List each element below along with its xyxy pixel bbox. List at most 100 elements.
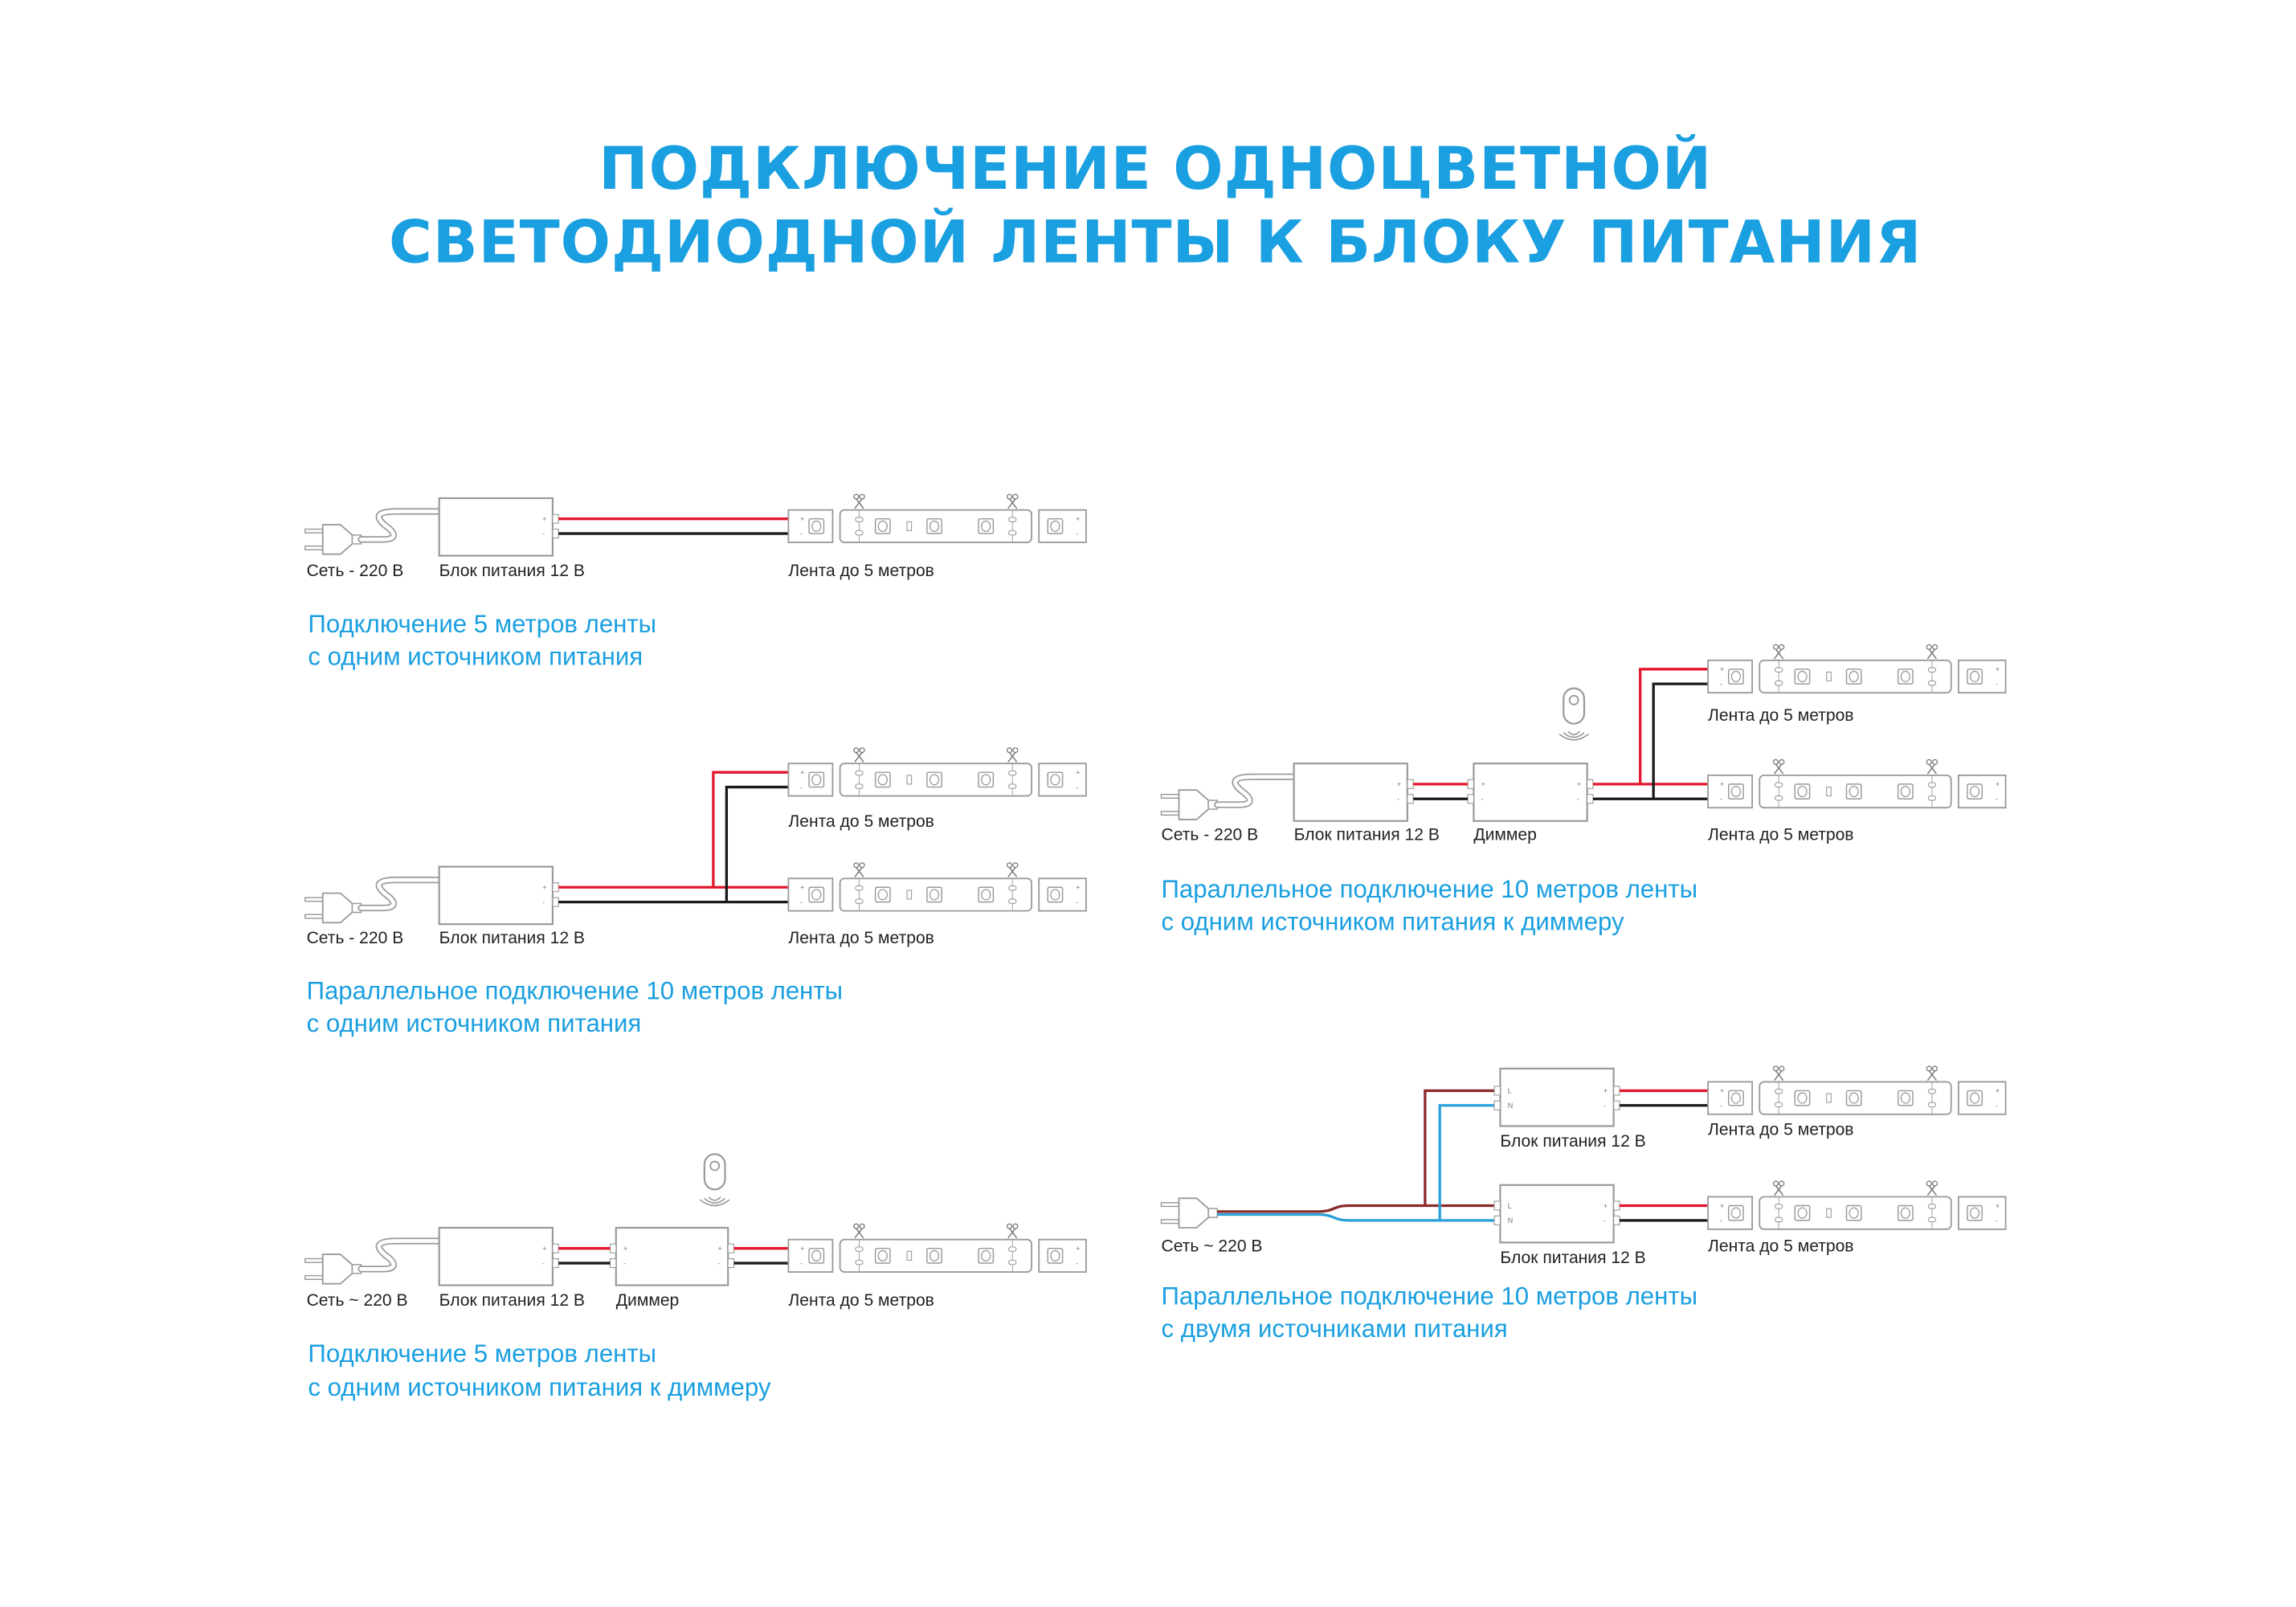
led-lens [1730,785,1742,798]
terminal-label: + [1076,1245,1080,1253]
terminal-label: - [542,530,545,538]
diagram-3: Сеть ~ 220 В Блок питания 12 В Диммер Ле… [307,1291,934,1401]
terminal [552,528,559,539]
terminal-label: + [1996,665,2000,673]
terminal [1613,1215,1620,1225]
terminal-label: + [800,884,804,892]
terminal [552,882,559,893]
diagram-4: Сеть - 220 В Блок питания 12 В Диммер Ле… [1162,706,1854,935]
plug-body [1178,1197,1210,1229]
caption-line-2: с двумя источниками питания [1162,1315,1508,1343]
diagram-2: Сеть - 220 В Блок питания 12 В Лента до … [307,812,934,1037]
scissors-ring [1772,759,1779,765]
plug-pin [1160,811,1180,816]
solder-pad [855,1259,864,1266]
scissors-ring [1779,1180,1785,1187]
terminal [552,1257,559,1269]
power-supply-unit: +- [438,497,559,557]
scissors-blade [1926,1185,1937,1196]
terminal [552,513,559,524]
scissors-blade [1926,1070,1937,1082]
scissors-ring [859,1223,865,1229]
page-title-line-2: СВЕТОДИОДНОЙ ЛЕНТЫ К БЛОКУ ПИТАНИЯ [389,208,1922,277]
led-lens [1050,1249,1060,1261]
led-lens [929,889,940,901]
terminal-label: - [1720,795,1722,804]
terminal [1493,1100,1501,1110]
resistor [906,775,913,785]
scissors-ring [1012,1223,1019,1229]
scissors-ring [1772,644,1779,650]
terminal-label: - [1996,1216,1998,1225]
terminal [609,1243,617,1253]
plug-pin [304,1257,324,1263]
label-mains: Сеть ~ 220 В [307,1291,408,1310]
led-lens [929,774,940,786]
caption-line-1: Подключение 5 метров ленты [308,610,656,638]
terminal-label: + [542,515,546,523]
dimmer: + - + - [609,1226,735,1286]
power-cable-inner [359,1239,442,1271]
plug-pin [304,914,324,919]
terminal-label: + [1720,1087,1724,1095]
scissors-ring [1006,862,1013,869]
psu-body [1499,1184,1615,1244]
scissors-blade [1007,498,1018,509]
terminal [1467,779,1474,789]
caption-line-2: с одним источником питания [307,1009,642,1037]
led-lens [811,889,822,901]
plug-pin [1160,793,1180,799]
power-supply-unit: +- [438,1226,559,1286]
scissors-ring [1926,1065,1932,1072]
power-supply-unit: +- [438,865,559,926]
scissors-ring [859,862,865,869]
psu-body [1499,1067,1615,1127]
led-strip: + - + - [1707,1180,2007,1230]
scissors-blade [1774,763,1784,775]
plug-icon [304,876,443,924]
scissors-ring [1779,759,1785,765]
terminal-label: - [1481,795,1484,804]
caption-line-1: Подключение 5 метров ленты [308,1339,656,1368]
solder-pad [1927,782,1937,788]
solder-pad [855,1246,864,1252]
terminal-label: + [1076,884,1080,892]
caption-line-2: с одним источником питания к диммеру [308,1373,770,1401]
terminal-label: + [717,1245,721,1253]
terminal-label: + [1577,780,1581,788]
terminal-label: - [1076,783,1078,791]
led-lens [1969,670,1980,683]
solder-pad [1008,1246,1017,1252]
led-lens [981,774,991,786]
led-lens [1849,1092,1859,1104]
solder-pad [855,530,864,536]
solder-pad [1927,795,1937,801]
scissors-blade [1774,648,1784,660]
terminal-label: - [1604,1102,1606,1110]
terminal [552,897,559,907]
label-mains: Сеть - 220 В [307,562,404,580]
psu-body [1293,763,1408,822]
diagram-shapes: +-+-+-+-+-+-+-+-+-+-+-+-+-+-+-+-+-+-+-+-… [304,493,2007,1286]
scissors-ring [859,493,865,500]
caption-line-2: с одним источником питания к диммеру [1162,907,1624,935]
resistor [906,1250,913,1261]
solder-pad [1774,795,1783,801]
terminal-label: L [1508,1202,1512,1210]
dimmer-body [615,1226,729,1286]
remote-body [703,1153,726,1191]
label-dimmer: Диммер [1473,826,1536,844]
terminal-label: - [1397,795,1399,804]
led-lens [929,520,940,532]
solder-pad [1008,1259,1017,1266]
led-lens [1797,785,1808,798]
led-lens [811,520,822,532]
terminal [1493,1200,1501,1211]
terminal [552,1243,559,1253]
solder-pad [1008,770,1017,776]
label-psu: Блок питания 12 В [439,1291,585,1310]
solder-pad [1927,1204,1937,1209]
solder-pad [855,898,864,905]
scissors-ring [1931,759,1939,765]
terminal [1613,1100,1620,1110]
